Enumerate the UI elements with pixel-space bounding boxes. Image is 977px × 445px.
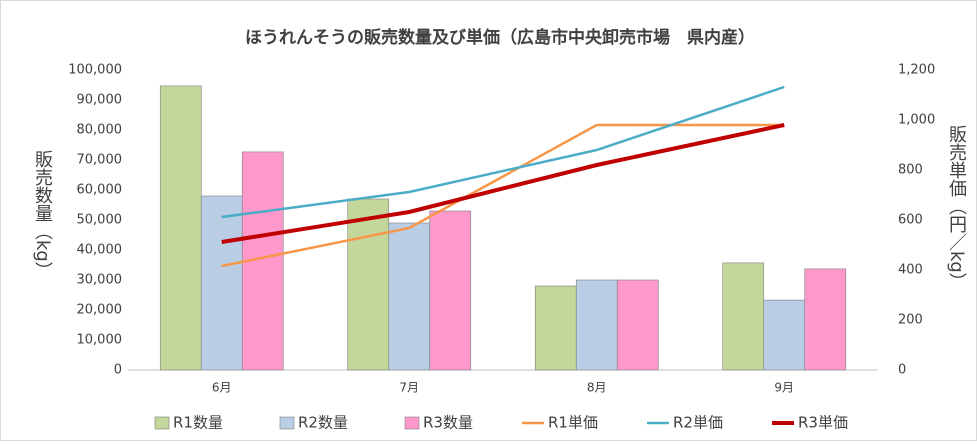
bar (616, 279, 659, 371)
legend-label: R2単価 (673, 414, 723, 432)
y-tick-label: 80,000 (77, 123, 123, 138)
y-tick-label: 90,000 (77, 93, 123, 108)
bar (347, 198, 390, 371)
x-tick-label: 7月 (399, 381, 419, 395)
y-tick-label: 30,000 (77, 273, 123, 288)
bar (388, 222, 431, 371)
y2-tick-label: 1,200 (898, 63, 935, 78)
bar (575, 279, 618, 371)
bar (722, 262, 765, 371)
y-tick-label: 0 (114, 363, 122, 378)
y-tick-label: 20,000 (77, 303, 123, 318)
y2-tick-label: 200 (898, 313, 923, 328)
line (221, 123, 785, 268)
bar (159, 85, 202, 371)
legend-label: R1数量 (173, 414, 223, 432)
bar (763, 299, 806, 371)
legend-swatch (154, 416, 170, 430)
y-tick-label: 50,000 (77, 213, 123, 228)
y2-tick-label: 800 (898, 163, 923, 178)
bar (804, 268, 847, 371)
x-tick-label: 6月 (212, 381, 232, 395)
y-tick-label: 70,000 (77, 153, 123, 168)
line (221, 123, 785, 244)
x-tick-label: 9月 (774, 381, 794, 395)
bar (200, 195, 243, 371)
y2-tick-label: 400 (898, 263, 923, 278)
legend-swatch (404, 416, 420, 430)
y2-axis-label: 販売単価（円／kg） (946, 125, 967, 291)
legend-label: R3単価 (798, 414, 848, 432)
y2-tick-label: 1,000 (898, 113, 935, 128)
legend-label: R3数量 (423, 414, 473, 432)
line (221, 85, 785, 219)
y2-tick-label: 600 (898, 213, 923, 228)
y-tick-label: 10,000 (77, 333, 123, 348)
y2-tick-label: 0 (898, 363, 906, 378)
chart-title: ほうれんそうの販売数量及び単価（広島市中央卸売市場 県内産） (245, 27, 755, 48)
bar (429, 210, 472, 371)
y-tick-label: 100,000 (68, 63, 122, 78)
y-axis-label: 販売数量（kg） (32, 150, 53, 280)
bar (534, 285, 577, 371)
legend-swatch (279, 416, 295, 430)
legend-label: R1単価 (548, 414, 598, 432)
y-tick-label: 60,000 (77, 183, 123, 198)
y-tick-label: 40,000 (77, 243, 123, 258)
x-tick-label: 8月 (587, 381, 607, 395)
legend-label: R2数量 (298, 414, 348, 432)
